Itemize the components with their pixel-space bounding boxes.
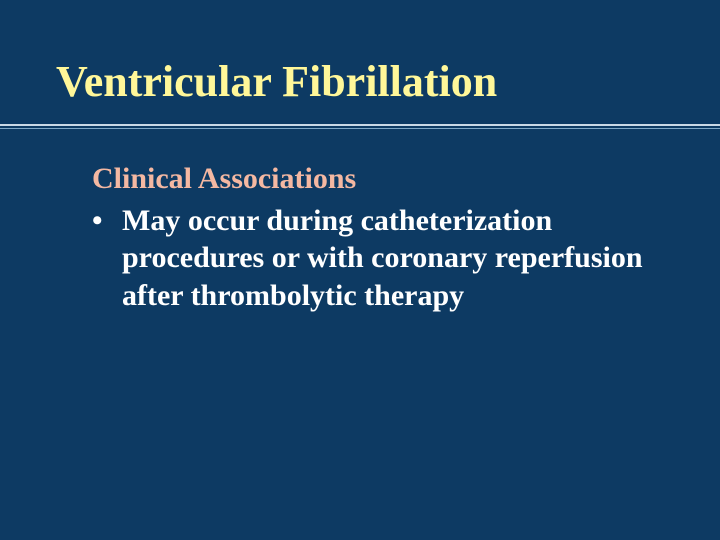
title-block: Ventricular Fibrillation — [56, 58, 680, 106]
slide-title: Ventricular Fibrillation — [56, 58, 680, 106]
bullet-text: May occur during catheterization procedu… — [122, 202, 656, 315]
title-rule-upper — [0, 124, 720, 126]
title-rule-lower — [0, 128, 720, 129]
bullet-item: • May occur during catheterization proce… — [92, 202, 656, 315]
slide: Ventricular Fibrillation Clinical Associ… — [0, 0, 720, 540]
body-block: Clinical Associations • May occur during… — [92, 160, 656, 314]
subheading: Clinical Associations — [92, 160, 656, 198]
bullet-marker: • — [92, 202, 122, 240]
